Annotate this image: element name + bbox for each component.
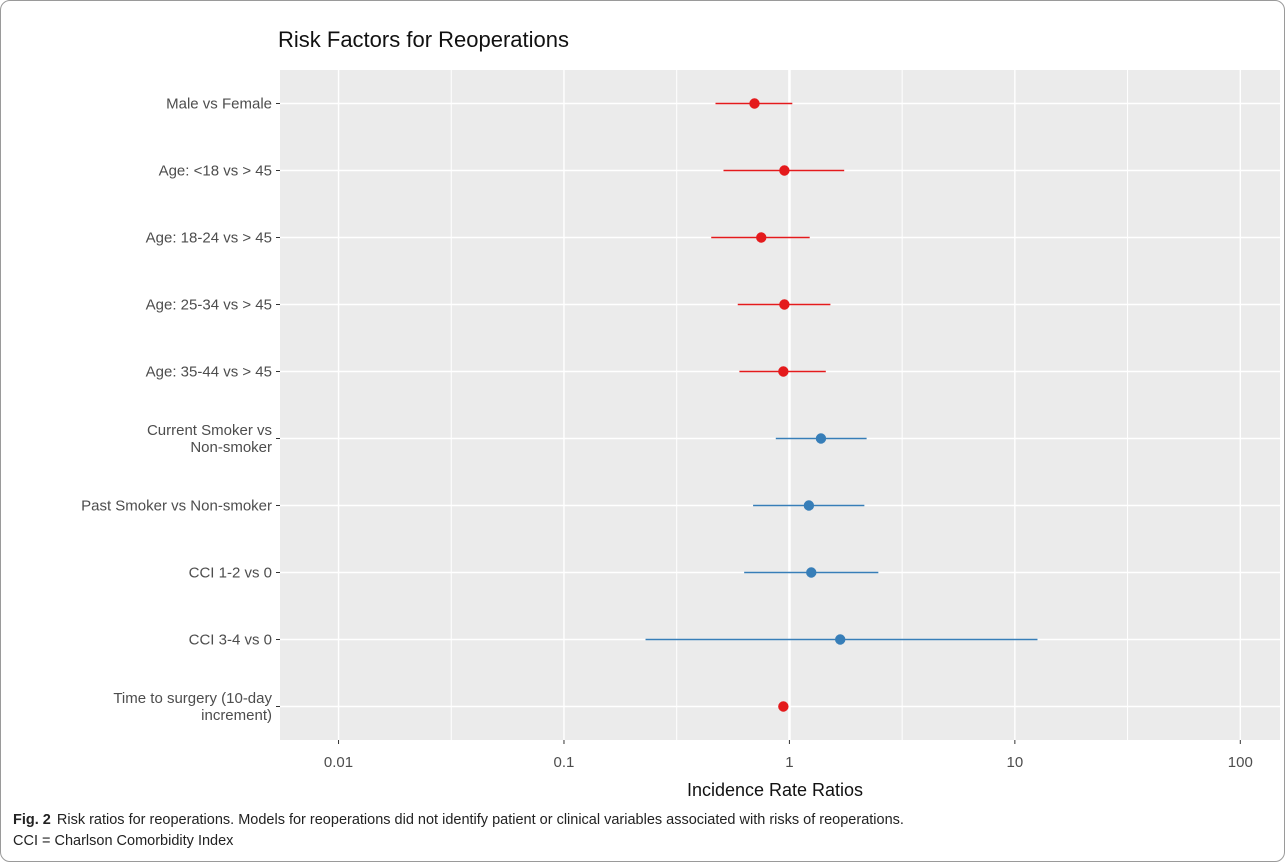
y-tick-label: Male vs Female <box>166 96 272 113</box>
y-tick-label: Time to surgery (10-day increment) <box>113 690 272 724</box>
x-tick-label: 1 <box>785 754 793 771</box>
x-tick-label: 10 <box>1007 754 1024 771</box>
y-tick-label: Past Smoker vs Non-smoker <box>81 498 272 515</box>
x-tick-label: 0.1 <box>554 754 575 771</box>
point-estimate <box>815 433 827 444</box>
point-estimate <box>778 701 789 712</box>
point-estimate <box>756 232 767 243</box>
y-tick-label: Age: <18 vs > 45 <box>159 163 272 180</box>
caption-abbreviation: CCI = Charlson Comorbidity Index <box>13 833 234 849</box>
point-estimate <box>779 165 790 176</box>
y-tick-label: Age: 25-34 vs > 45 <box>146 297 272 314</box>
caption-label: Fig. 2 <box>13 812 51 828</box>
figure-caption: Fig. 2 Risk ratios for reoperations. Mode… <box>13 810 1273 852</box>
caption-text: Risk ratios for reoperations. Models for… <box>56 812 904 828</box>
x-tick-label: 100 <box>1228 754 1253 771</box>
forest-plot: Risk Factors for Reoperations Male vs Fe… <box>81 27 1280 800</box>
point-estimate <box>749 98 760 109</box>
x-tick-label: 0.01 <box>324 754 353 771</box>
y-tick-label: Age: 18-24 vs > 45 <box>146 230 272 247</box>
y-tick-label: CCI 3-4 vs 0 <box>189 632 272 649</box>
point-estimate <box>835 634 846 645</box>
plot-panel <box>280 70 1280 740</box>
chart-title: Risk Factors for Reoperations <box>278 27 569 52</box>
y-tick-label: CCI 1-2 vs 0 <box>189 565 272 582</box>
point-estimate <box>779 299 790 310</box>
x-axis-title: Incidence Rate Ratios <box>687 780 863 800</box>
y-tick-label: Current Smoker vs Non-smoker <box>147 422 272 456</box>
y-tick-label: Age: 35-44 vs > 45 <box>146 364 272 381</box>
x-axis-labels: 0.01 0.1 1 10 100 <box>324 740 1253 771</box>
point-estimate <box>806 567 817 578</box>
minor-gridlines <box>450 70 1129 740</box>
point-estimate <box>778 366 789 377</box>
data-marks <box>645 98 1038 712</box>
y-axis-labels: Male vs Female Age: <18 vs > 45 Age: 18-24… <box>81 96 280 724</box>
point-estimate <box>803 500 815 511</box>
